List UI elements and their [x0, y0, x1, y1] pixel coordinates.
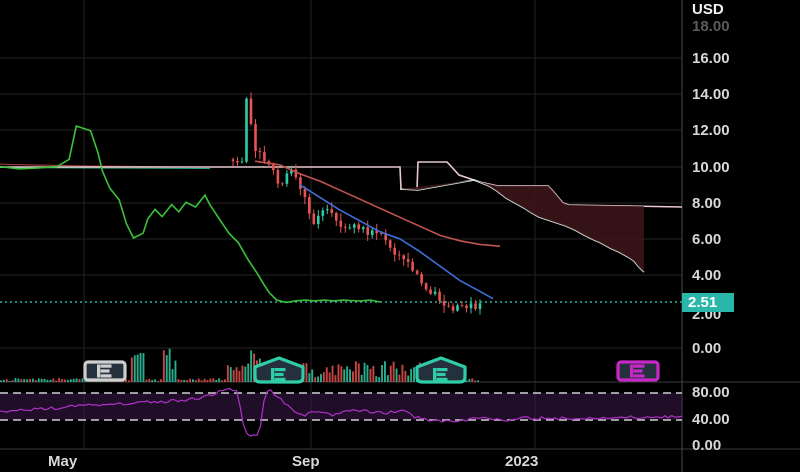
- svg-text:8.00: 8.00: [692, 195, 721, 212]
- svg-text:0.00: 0.00: [692, 340, 721, 357]
- svg-text:80.00: 80.00: [692, 384, 730, 401]
- svg-text:18.00: 18.00: [692, 18, 730, 35]
- svg-text:4.00: 4.00: [692, 267, 721, 284]
- svg-text:40.00: 40.00: [692, 411, 730, 428]
- svg-text:USD: USD: [692, 1, 724, 18]
- svg-text:16.00: 16.00: [692, 50, 730, 67]
- svg-text:2.51: 2.51: [688, 294, 717, 311]
- svg-text:2023: 2023: [505, 453, 538, 470]
- svg-text:14.00: 14.00: [692, 86, 730, 103]
- svg-text:12.00: 12.00: [692, 122, 730, 139]
- svg-text:May: May: [48, 453, 78, 470]
- svg-text:6.00: 6.00: [692, 231, 721, 248]
- svg-text:0.00: 0.00: [692, 437, 721, 454]
- svg-text:10.00: 10.00: [692, 159, 730, 176]
- svg-text:Sep: Sep: [292, 453, 320, 470]
